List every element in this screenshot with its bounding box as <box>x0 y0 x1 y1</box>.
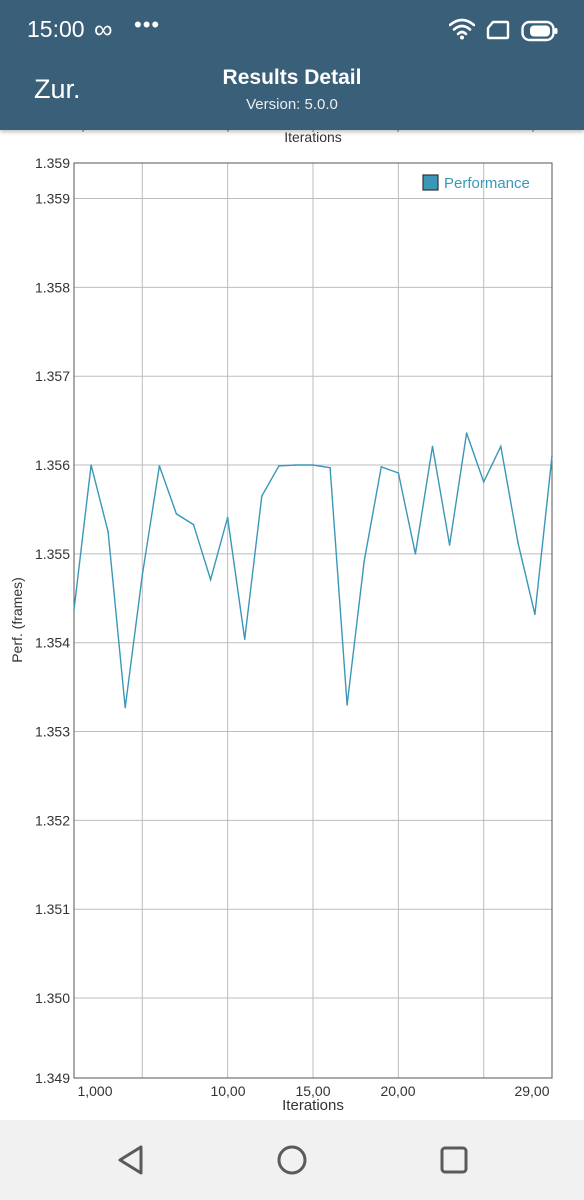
data-point <box>226 516 229 519</box>
recents-square-icon[interactable] <box>436 1140 472 1180</box>
y-tick-label: 1.359 <box>35 155 70 171</box>
y-tick-label: 1.353 <box>35 724 70 740</box>
data-point <box>124 706 127 709</box>
data-point <box>534 613 536 616</box>
data-point <box>243 638 246 640</box>
top-axis-tick-label: , <box>81 130 85 133</box>
y-tick-label: 1.357 <box>35 368 70 384</box>
data-point <box>141 574 144 576</box>
data-point <box>107 530 109 533</box>
legend-swatch <box>422 174 439 191</box>
data-point <box>158 465 161 467</box>
sim-icon <box>486 20 510 40</box>
home-circle-icon[interactable] <box>274 1140 310 1180</box>
data-point <box>175 513 178 515</box>
data-point <box>346 704 348 706</box>
y-tick-label: 1.354 <box>35 635 70 651</box>
x-tick-label: 29,00 <box>514 1083 549 1099</box>
y-tick-label: 1.349 <box>35 1070 70 1086</box>
data-point <box>295 464 297 466</box>
top-axis-tick-label: , <box>531 130 535 133</box>
version-subtitle: Version: 5.0.0 <box>246 96 338 113</box>
y-tick-label: 1.351 <box>35 901 70 917</box>
x-tick-label: 10,00 <box>210 1083 245 1099</box>
back-button[interactable]: Zur. <box>34 74 81 104</box>
status-time: 15:00 <box>27 16 85 42</box>
data-point <box>517 541 519 544</box>
back-triangle-icon[interactable] <box>112 1140 150 1180</box>
more-notifications-icon: ••• <box>134 12 161 37</box>
x-tick-label: 15,00 <box>295 1083 330 1099</box>
y-tick-label: 1.359 <box>35 191 70 207</box>
data-point <box>414 553 417 555</box>
app-bar: 15:00 ∞ ••• Zur. Results Detail Version:… <box>0 0 584 130</box>
performance-line-chart[interactable]: ,,,,,Iterations1.3591.3591.3581.3571.356… <box>0 130 584 1120</box>
legend-label: Performance <box>444 175 530 192</box>
navigation-bar <box>0 1120 584 1200</box>
data-point <box>209 578 212 581</box>
top-axis-tick-label: , <box>396 130 400 133</box>
data-point <box>90 464 92 466</box>
data-point <box>465 432 468 434</box>
top-axis-tick-label: , <box>311 130 315 133</box>
y-axis-title: Perf. (frames) <box>9 577 25 663</box>
wifi-icon <box>449 18 475 40</box>
y-tick-label: 1.358 <box>35 279 70 295</box>
infinity-icon: ∞ <box>94 14 113 44</box>
data-point <box>192 523 195 526</box>
data-point <box>397 472 400 474</box>
data-point <box>551 455 553 457</box>
top-axis-tick-label: , <box>226 130 230 133</box>
data-point <box>73 609 75 611</box>
data-point <box>482 481 485 483</box>
plot-frame <box>73 162 553 1079</box>
top-axis-title: Iterations <box>284 130 342 145</box>
data-point <box>380 466 383 468</box>
x-tick-label: 20,00 <box>380 1083 415 1099</box>
status-bar: 15:00 ∞ ••• <box>0 0 584 62</box>
data-point <box>431 445 434 448</box>
x-tick-label: 1,000 <box>77 1083 112 1099</box>
battery-icon <box>521 20 558 42</box>
y-tick-label: 1.352 <box>35 812 70 828</box>
y-tick-label: 1.350 <box>35 990 70 1006</box>
page-title: Results Detail <box>222 66 362 89</box>
y-tick-label: 1.355 <box>35 546 70 562</box>
data-point <box>260 495 263 497</box>
data-point <box>363 560 366 562</box>
data-point <box>329 466 331 469</box>
data-point <box>278 465 280 467</box>
data-point <box>312 464 314 466</box>
chart-container[interactable]: ,,,,,Iterations1.3591.3591.3581.3571.356… <box>0 130 584 1120</box>
y-tick-label: 1.356 <box>35 457 70 473</box>
data-point <box>448 544 451 546</box>
data-point <box>499 445 502 448</box>
x-axis-title: Iterations <box>282 1097 344 1114</box>
